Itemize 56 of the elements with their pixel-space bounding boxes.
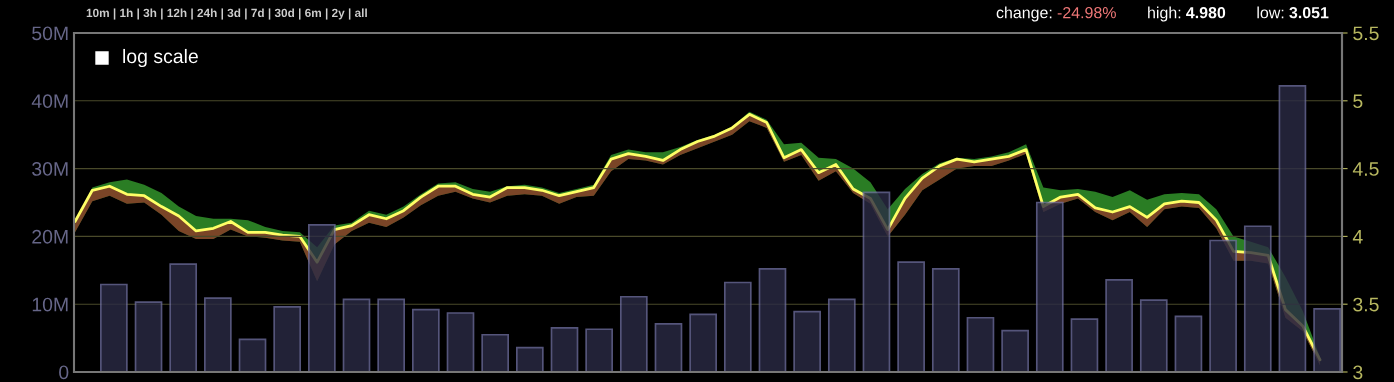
- text: high:: [1148, 6, 1181, 22]
- bar: [1209, 239, 1237, 372]
- bar: [689, 313, 717, 372]
- text: 10m | 1h | 3h | 12h | 24h | 3d | 7d | 30d | 6m | 2y | all: [86, 8, 367, 20]
- y-tick-label: 30M: [32, 162, 68, 176]
- y-tick-label: 5: [1353, 94, 1363, 109]
- y-tick-label: 50M: [32, 26, 68, 41]
- y-tick-label: 4.5: [1352, 162, 1379, 176]
- bar: [100, 283, 128, 372]
- text: 4.980: [1186, 6, 1226, 19]
- bar: [1035, 201, 1064, 372]
- bar: [931, 268, 960, 372]
- bar: [446, 312, 475, 372]
- bar: [412, 308, 440, 372]
- bar: [1313, 308, 1341, 372]
- y-tick-label: 4: [1352, 230, 1363, 244]
- annotation: log scale: [123, 48, 198, 68]
- bar: [1278, 85, 1307, 372]
- bar: [273, 306, 302, 372]
- bar: [654, 323, 683, 372]
- y-tick-label: 0: [59, 365, 69, 380]
- bar: [723, 281, 752, 372]
- bar: [793, 310, 821, 372]
- text: low:: [1257, 6, 1284, 19]
- y-tick-label: 10M: [32, 297, 68, 312]
- bar: [862, 191, 891, 372]
- y-tick-label: 3.5: [1353, 297, 1379, 312]
- bar: [169, 263, 198, 372]
- bar: [204, 297, 232, 372]
- bar: [827, 298, 856, 372]
- bar: [515, 346, 544, 372]
- bar: [1139, 299, 1168, 372]
- text: 3.051: [1289, 6, 1329, 19]
- text: -24.98%: [1057, 6, 1116, 19]
- bar: [758, 268, 787, 372]
- y-tick-label: 40M: [31, 94, 68, 109]
- bar: [1243, 225, 1272, 372]
- bar: [238, 338, 267, 372]
- bar: [1174, 315, 1203, 372]
- bar: [897, 261, 925, 372]
- bar: [966, 316, 995, 372]
- bar: [1070, 318, 1099, 372]
- bar: [134, 301, 163, 372]
- text: change:: [996, 6, 1052, 22]
- bar: [585, 328, 613, 372]
- y-tick-label: 5.5: [1353, 26, 1379, 41]
- y-tick-label: 3: [1353, 365, 1363, 380]
- bar: [481, 333, 509, 372]
- bar: [1001, 329, 1029, 372]
- bar: [1105, 278, 1133, 372]
- y-tick-label: 20M: [32, 229, 68, 244]
- bar: [377, 298, 406, 372]
- bar: [619, 295, 648, 372]
- bar: [308, 224, 336, 372]
- bar: [342, 298, 371, 372]
- bar: [550, 327, 579, 372]
